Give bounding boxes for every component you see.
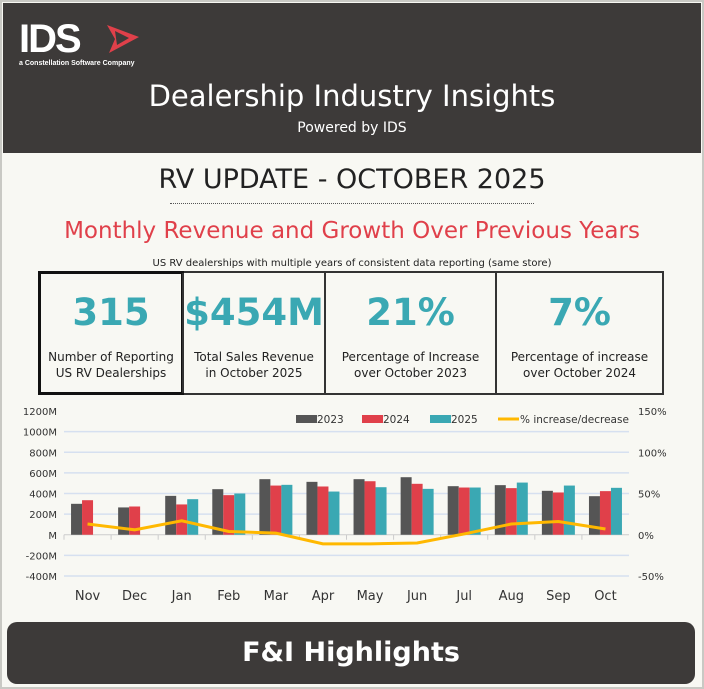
bar-2024 <box>82 500 94 535</box>
page-subtitle: Powered by IDS <box>297 120 407 136</box>
kpi-value: 7% <box>548 291 611 334</box>
bar-2023 <box>118 507 130 535</box>
bar-2024 <box>552 492 564 535</box>
bar-2025 <box>328 491 340 535</box>
left-tick-label: -400M <box>26 572 57 583</box>
bar-2023 <box>165 495 177 535</box>
category-label: Sep <box>546 589 571 604</box>
update-title: RV UPDATE - OCTOBER 2025 <box>158 164 546 195</box>
category-label: Dec <box>122 589 147 604</box>
bar-2023 <box>494 485 506 535</box>
legend-label: % increase/decrease <box>520 414 629 426</box>
category-label: Jan <box>171 589 192 604</box>
kpi-value: 315 <box>72 291 150 334</box>
kpi-increase-2023: 21% Percentage of Increase over October 2… <box>324 273 495 393</box>
right-tick-label: 150% <box>638 407 667 418</box>
bar-2023 <box>588 496 600 535</box>
bar-2023 <box>259 479 271 535</box>
bar-2025 <box>516 482 528 535</box>
category-label: May <box>357 589 384 604</box>
ids-logo-mark-icon <box>107 25 139 53</box>
left-tick-label: 400M <box>29 490 57 501</box>
page-title: Dealership Industry Insights <box>148 79 556 113</box>
bar-2025 <box>375 487 387 535</box>
section-title: Monthly Revenue and Growth Over Previous… <box>64 218 640 244</box>
kpi-revenue: $454M Total Sales Revenue in October 2025 <box>182 273 324 393</box>
left-tick-label: 800M <box>29 448 57 459</box>
data-note: US RV dealerships with multiple years of… <box>152 258 552 269</box>
bar-2025 <box>422 488 434 535</box>
bar-2025 <box>187 499 199 535</box>
bar-2025 <box>234 493 246 535</box>
legend-label: 2024 <box>383 414 410 426</box>
left-tick-label: 200M <box>29 510 57 521</box>
category-label: Aug <box>499 589 524 604</box>
category-label: Apr <box>312 589 335 604</box>
bar-2023 <box>541 490 553 535</box>
bar-2024 <box>458 487 470 535</box>
revenue-chart: 1200M 1000M 800M 600M 400M 200M M -200M -400M 150… <box>23 407 667 604</box>
bar-2024 <box>505 488 517 535</box>
kpi-row: 315 Number of Reporting US RV Dealerships… <box>38 271 664 395</box>
category-label: Jun <box>406 589 427 604</box>
category-label: Nov <box>75 589 101 604</box>
kpi-increase-2024: 7% Percentage of increase over October 20… <box>495 273 662 393</box>
bar-2025 <box>469 487 481 535</box>
divider <box>170 203 534 204</box>
fi-highlights-banner: F&I Highlights <box>7 622 695 684</box>
category-label: Feb <box>217 589 240 604</box>
category-label: Oct <box>594 589 616 604</box>
bar-2024 <box>599 491 611 535</box>
kpi-dealerships: 315 Number of Reporting US RV Dealerships <box>38 271 184 395</box>
percent-change-line <box>87 519 606 546</box>
kpi-label: Percentage of Increase over October 2023 <box>341 350 480 380</box>
legend-label: 2023 <box>317 414 344 426</box>
kpi-label: Number of Reporting US RV Dealerships <box>48 350 174 380</box>
kpi-value: 21% <box>366 291 455 334</box>
category-label: Jul <box>455 589 472 604</box>
bar-2023 <box>212 489 224 535</box>
bar-2024 <box>270 485 282 535</box>
legend-swatch <box>362 415 383 423</box>
ids-logo: IDS <box>19 19 139 59</box>
kpi-label: Percentage of increase over October 2024 <box>510 350 649 380</box>
header: IDS a Constellation Software Company Dea… <box>3 3 701 153</box>
bar-2025 <box>563 485 575 535</box>
bar-2023 <box>353 479 365 535</box>
bar-2025 <box>610 487 622 535</box>
legend-swatch <box>430 415 451 423</box>
bar-2023 <box>306 481 318 535</box>
bar-2024 <box>411 483 423 535</box>
left-tick-label: 1000M <box>23 428 57 439</box>
right-tick-label: -50% <box>638 572 664 583</box>
right-tick-label: 50% <box>638 490 660 501</box>
category-label: Mar <box>264 589 289 604</box>
left-tick-label: 600M <box>29 469 57 480</box>
bar-2023 <box>447 486 459 535</box>
bar-2023 <box>71 503 83 535</box>
bar-2024 <box>364 481 376 535</box>
bar-2024 <box>317 486 329 535</box>
left-tick-label: 1200M <box>23 407 57 418</box>
kpi-value: $454M <box>184 291 324 334</box>
right-tick-label: 0% <box>638 531 654 542</box>
left-tick-label: -200M <box>26 551 57 562</box>
right-tick-label: 100% <box>638 448 667 459</box>
bar-2025 <box>281 484 293 535</box>
logo-text: IDS <box>19 17 82 61</box>
legend-label: 2025 <box>451 414 478 426</box>
legend-swatch <box>296 415 317 423</box>
logo-tagline: a Constellation Software Company <box>19 60 135 67</box>
bar-2024 <box>223 495 235 535</box>
bar-2024 <box>129 506 141 535</box>
kpi-label: Total Sales Revenue in October 2025 <box>194 350 314 380</box>
bar-2023 <box>400 477 412 535</box>
left-tick-label: M <box>48 531 57 542</box>
